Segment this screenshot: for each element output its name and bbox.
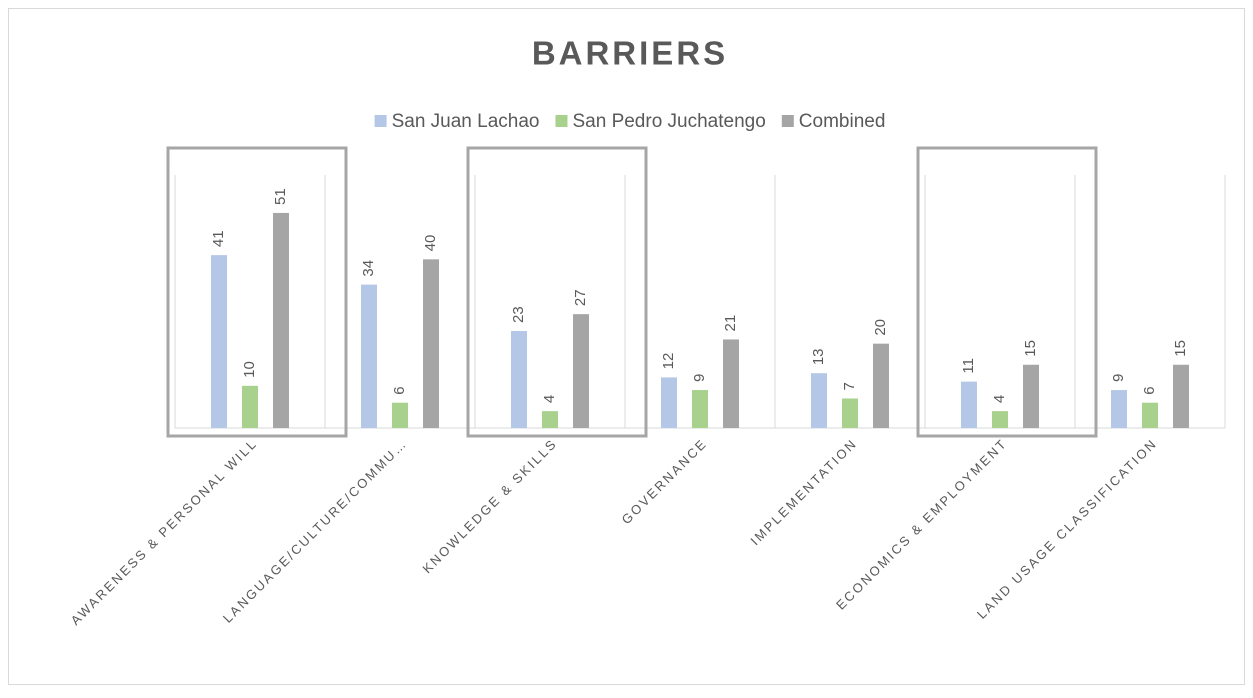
bar — [723, 339, 739, 428]
bar — [242, 385, 258, 428]
bar — [573, 314, 589, 428]
data-label: 15 — [1172, 340, 1189, 357]
data-label: 27 — [572, 289, 589, 306]
bar — [961, 381, 977, 428]
data-label: 34 — [360, 260, 377, 277]
bar — [873, 343, 889, 428]
legend-label: San Juan Lachao — [392, 111, 540, 132]
bar — [1023, 364, 1039, 428]
highlight-box — [466, 146, 648, 438]
bar — [661, 377, 677, 428]
bar — [211, 255, 227, 428]
legend-label: Combined — [799, 111, 886, 132]
legend-swatch — [781, 115, 794, 127]
data-label: 7 — [841, 382, 858, 390]
bar — [1173, 364, 1189, 428]
data-label: 21 — [722, 315, 739, 332]
data-label: 13 — [810, 348, 827, 365]
bar — [511, 331, 527, 428]
data-label: 6 — [391, 386, 408, 394]
bar — [811, 373, 827, 428]
bar — [1111, 390, 1127, 428]
data-label: 11 — [960, 358, 977, 374]
data-label: 51 — [272, 188, 289, 205]
highlight-box — [166, 146, 348, 438]
data-label: 9 — [691, 374, 708, 382]
data-label: 15 — [1022, 340, 1039, 357]
bar — [423, 259, 439, 428]
data-label: 20 — [872, 319, 889, 336]
data-label: 41 — [210, 230, 227, 247]
legend-swatch — [374, 115, 387, 127]
chart-title: BARRIERS — [532, 35, 728, 72]
bar — [273, 212, 289, 428]
bar — [692, 390, 708, 428]
legend-swatch — [555, 115, 568, 127]
data-label: 12 — [660, 353, 677, 370]
bar — [992, 411, 1008, 428]
data-label: 6 — [1141, 386, 1158, 394]
data-label: 23 — [510, 306, 527, 323]
bar — [842, 398, 858, 428]
bar — [361, 284, 377, 428]
bar — [1142, 402, 1158, 428]
legend-label: San Pedro Juchatengo — [572, 111, 765, 132]
data-label: 10 — [241, 361, 258, 378]
data-label: 4 — [991, 395, 1008, 403]
highlight-box — [916, 146, 1098, 438]
data-label: 9 — [1110, 374, 1127, 382]
bar — [542, 411, 558, 428]
chart-border — [8, 8, 1245, 685]
data-label: 4 — [541, 395, 558, 403]
bar — [392, 402, 408, 428]
data-label: 40 — [422, 235, 439, 252]
